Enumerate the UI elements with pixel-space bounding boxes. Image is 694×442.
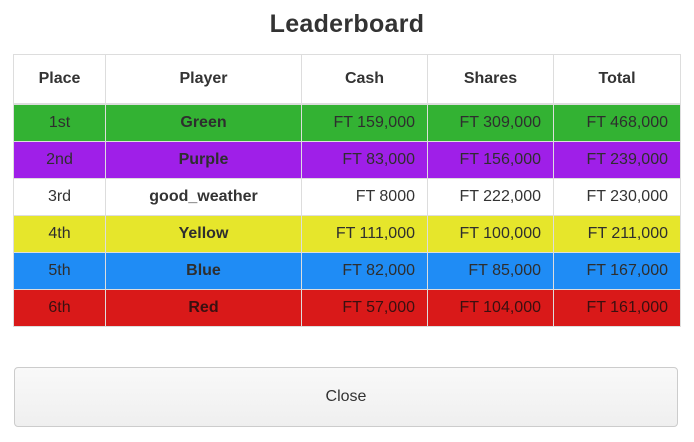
player-cell: Yellow — [106, 216, 302, 253]
table-row: 1st Green FT 159,000 FT 309,000 FT 468,0… — [13, 104, 681, 142]
column-header-player: Player — [106, 54, 302, 104]
shares-cell: FT 85,000 — [428, 253, 554, 290]
place-cell: 6th — [13, 290, 106, 327]
column-header-cash: Cash — [302, 54, 428, 104]
total-cell: FT 161,000 — [554, 290, 681, 327]
column-header-place: Place — [13, 54, 106, 104]
place-cell: 1st — [13, 104, 106, 142]
total-cell: FT 239,000 — [554, 142, 681, 179]
column-header-shares: Shares — [428, 54, 554, 104]
total-cell: FT 167,000 — [554, 253, 681, 290]
shares-cell: FT 309,000 — [428, 104, 554, 142]
cash-cell: FT 57,000 — [302, 290, 428, 327]
leaderboard-title: Leaderboard — [269, 10, 425, 38]
shares-cell: FT 104,000 — [428, 290, 554, 327]
cash-cell: FT 111,000 — [302, 216, 428, 253]
table-row: 4th Yellow FT 111,000 FT 100,000 FT 211,… — [13, 216, 681, 253]
player-cell: good_weather — [106, 179, 302, 216]
place-cell: 5th — [13, 253, 106, 290]
shares-cell: FT 222,000 — [428, 179, 554, 216]
column-header-total: Total — [554, 54, 681, 104]
shares-cell: FT 100,000 — [428, 216, 554, 253]
player-cell: Purple — [106, 142, 302, 179]
table-row: 2nd Purple FT 83,000 FT 156,000 FT 239,0… — [13, 142, 681, 179]
total-cell: FT 230,000 — [554, 179, 681, 216]
shares-cell: FT 156,000 — [428, 142, 554, 179]
player-cell: Blue — [106, 253, 302, 290]
total-cell: FT 468,000 — [554, 104, 681, 142]
place-cell: 4th — [13, 216, 106, 253]
total-cell: FT 211,000 — [554, 216, 681, 253]
table-row: 5th Blue FT 82,000 FT 85,000 FT 167,000 — [13, 253, 681, 290]
close-button[interactable]: Close — [14, 367, 678, 427]
cash-cell: FT 159,000 — [302, 104, 428, 142]
cash-cell: FT 83,000 — [302, 142, 428, 179]
place-cell: 3rd — [13, 179, 106, 216]
cash-cell: FT 82,000 — [302, 253, 428, 290]
leaderboard-table: Place Player Cash Shares Total 1st Green… — [13, 54, 681, 327]
table-row: 6th Red FT 57,000 FT 104,000 FT 161,000 — [13, 290, 681, 327]
cash-cell: FT 8000 — [302, 179, 428, 216]
header-row: Place Player Cash Shares Total — [13, 54, 681, 104]
player-cell: Green — [106, 104, 302, 142]
player-cell: Red — [106, 290, 302, 327]
place-cell: 2nd — [13, 142, 106, 179]
table-row: 3rd good_weather FT 8000 FT 222,000 FT 2… — [13, 179, 681, 216]
